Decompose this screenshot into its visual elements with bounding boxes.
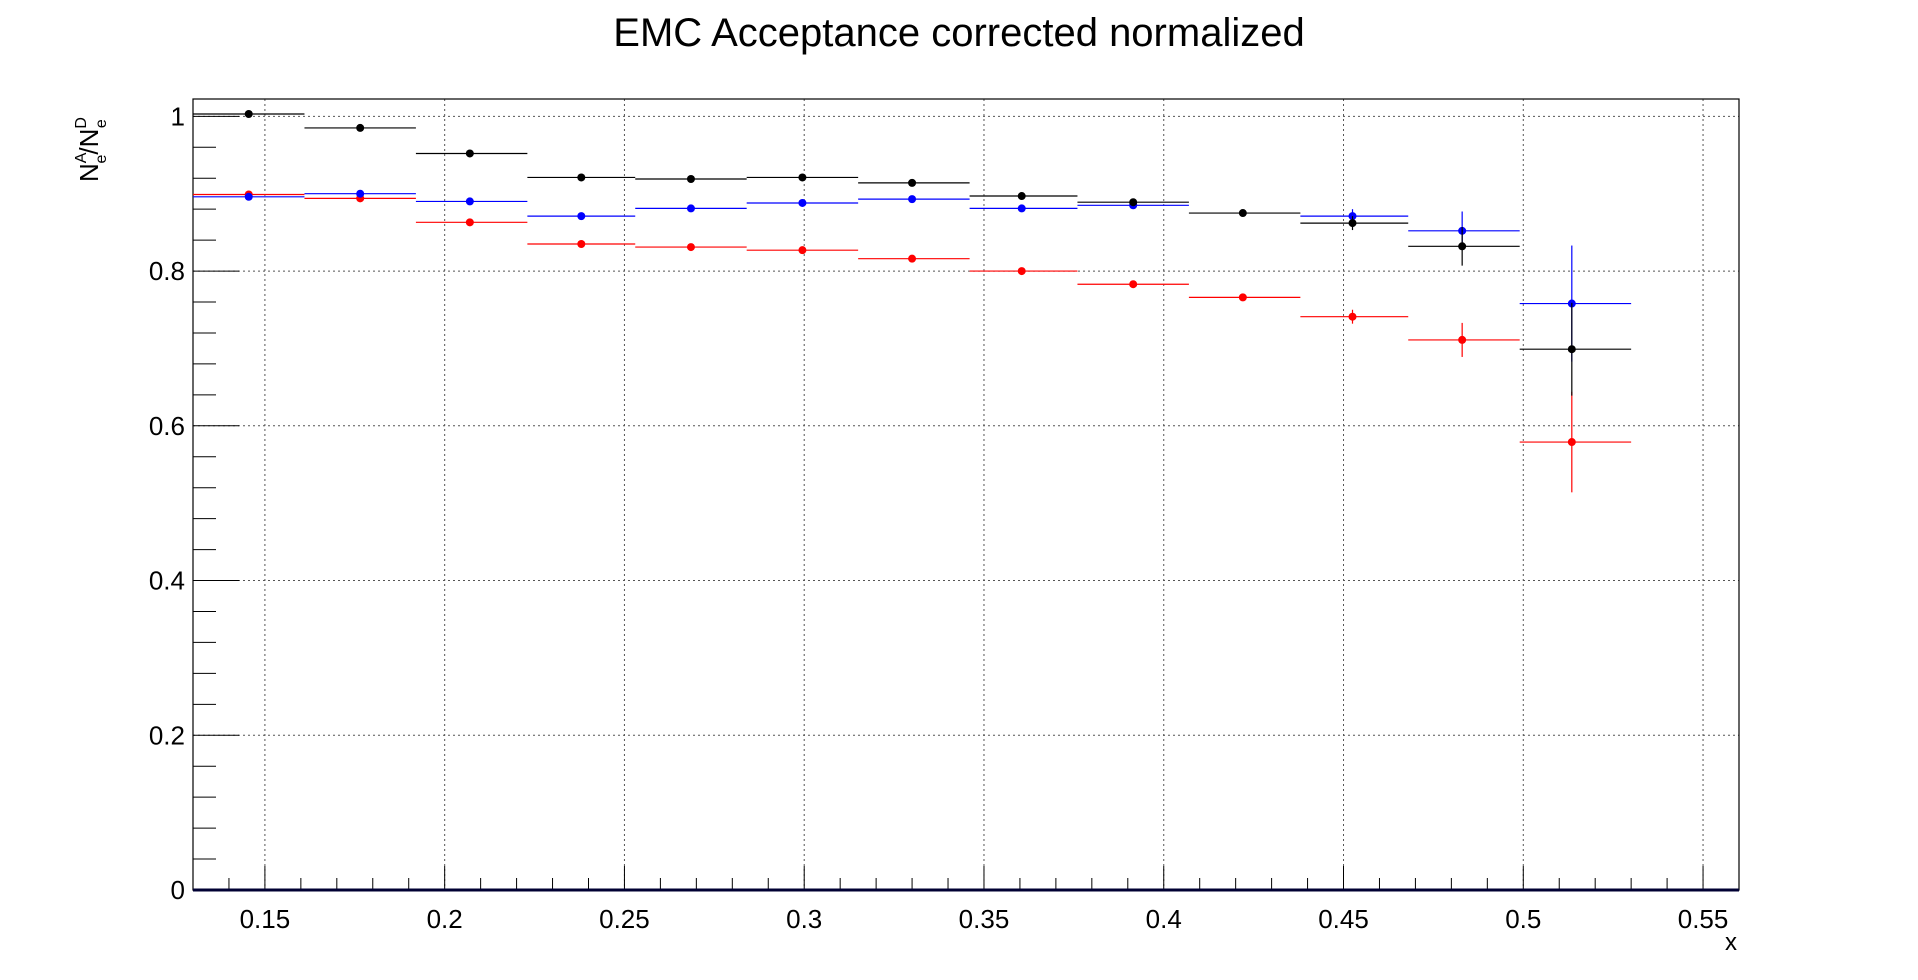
data-point xyxy=(465,197,474,206)
x-tick-label: 0.35 xyxy=(959,904,1010,934)
gridlines xyxy=(193,99,1739,891)
data-point xyxy=(356,189,365,198)
y-tick-label: 0.2 xyxy=(149,720,185,750)
data-point xyxy=(1567,438,1576,447)
data-point xyxy=(356,123,365,132)
data-point xyxy=(1129,198,1138,207)
data-point xyxy=(798,173,807,182)
x-tick-label: 0.3 xyxy=(786,904,822,934)
data-point xyxy=(1017,267,1026,276)
series-group xyxy=(193,190,1632,493)
data-point xyxy=(1458,242,1467,251)
y-tick-label: 0.4 xyxy=(149,566,185,596)
series-group xyxy=(193,189,1632,362)
axis-ticks xyxy=(192,115,1740,892)
data-point xyxy=(1567,345,1576,354)
x-tick-label: 0.55 xyxy=(1678,904,1729,934)
y-label-sub2: e xyxy=(93,119,110,128)
y-label-base: N xyxy=(74,163,104,182)
x-axis-label: x xyxy=(1725,929,1737,956)
data-point xyxy=(244,110,253,119)
data-point xyxy=(798,198,807,207)
y-tick-label: 0 xyxy=(171,875,185,905)
y-label-sub1: e xyxy=(93,155,110,164)
data-point xyxy=(577,173,586,182)
x-tick-label: 0.15 xyxy=(240,904,291,934)
series-group xyxy=(193,110,1632,396)
data-point xyxy=(908,178,917,187)
y-tick-label: 1 xyxy=(171,101,185,131)
data-point xyxy=(577,239,586,248)
y-tick-label: 0.6 xyxy=(149,411,185,441)
x-tick-label: 0.45 xyxy=(1318,904,1369,934)
y-label-base2: N xyxy=(74,129,104,148)
data-point xyxy=(577,212,586,221)
x-tick-label: 0.4 xyxy=(1146,904,1182,934)
y-label-sup1: A xyxy=(73,152,90,163)
x-tick-label: 0.25 xyxy=(599,904,650,934)
data-point xyxy=(1348,219,1357,228)
data-point xyxy=(1017,192,1026,201)
x-tick-label: 0.5 xyxy=(1505,904,1541,934)
x-tick-label: 0.2 xyxy=(427,904,463,934)
y-axis-label: NA e/ND e xyxy=(73,117,110,182)
y-label-sep: / xyxy=(74,147,104,155)
data-point xyxy=(1458,335,1467,344)
data-point xyxy=(1348,312,1357,321)
tick-labels: 0.15 0.2 0.25 0.3 0.35 0.4 0.45 0.5 0.55 0 0.2 0.4 0… xyxy=(149,101,1729,934)
y-tick-label: 0.8 xyxy=(149,256,185,286)
data-point xyxy=(1238,209,1247,218)
data-point xyxy=(244,192,253,201)
y-label-sup2: D xyxy=(73,117,90,129)
data-point xyxy=(465,218,474,227)
data-point xyxy=(798,246,807,255)
data-point xyxy=(686,204,695,213)
data-point xyxy=(465,149,474,158)
plot-frame xyxy=(192,98,1740,891)
data-point xyxy=(1017,204,1026,213)
data-point xyxy=(1129,280,1138,289)
data-point xyxy=(908,254,917,263)
data-point xyxy=(686,243,695,252)
data-point xyxy=(686,174,695,183)
data-point xyxy=(908,195,917,204)
data-point xyxy=(1238,293,1247,302)
data-series xyxy=(193,110,1632,493)
chart-title: EMC Acceptance corrected normalized xyxy=(613,11,1304,55)
